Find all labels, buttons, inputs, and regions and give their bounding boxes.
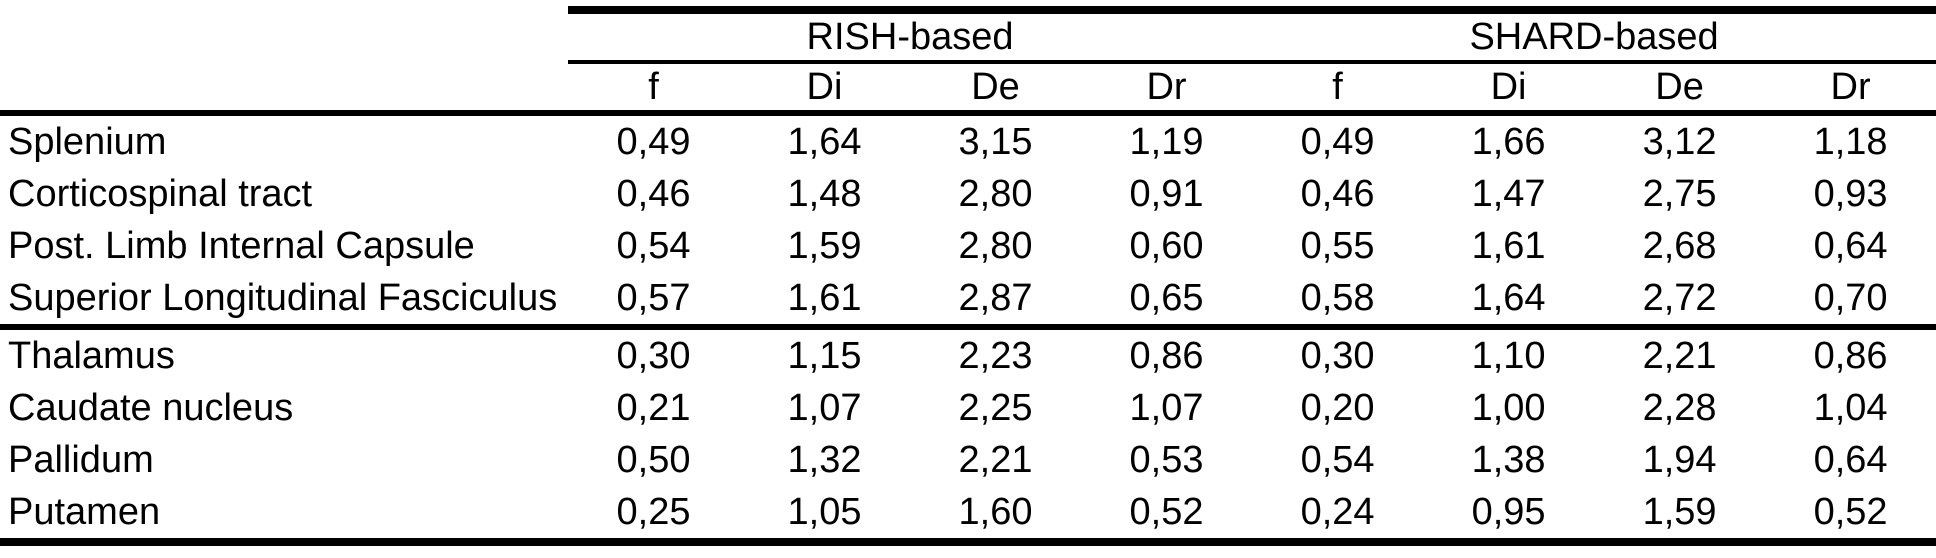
metric-value: 0,55 (1300, 225, 1375, 267)
metric-value: 1,32 (787, 439, 862, 481)
metric-value: 0,24 (1252, 486, 1424, 546)
metric-value: 2,80 (958, 173, 1033, 215)
metric-value: 0,65 (1081, 272, 1253, 330)
metric-value: 1,59 (1594, 486, 1766, 546)
metric-value: 0,20 (1300, 387, 1375, 429)
metric-value: 0,58 (1252, 272, 1424, 330)
row-label: Splenium (8, 121, 167, 163)
metric-value: 0,57 (568, 272, 739, 330)
col-header-shard-de: De (1594, 64, 1766, 116)
metric-value: 1,64 (787, 121, 862, 163)
metric-value: 1,61 (1471, 225, 1546, 267)
metric-value: 1,66 (1471, 121, 1546, 163)
metric-value: 1,60 (910, 486, 1081, 546)
metric-value: 1,10 (1471, 335, 1546, 377)
metric-value: 0,49 (1300, 121, 1375, 163)
row-label: Caudate nucleus (8, 387, 294, 429)
metric-value: 0,52 (1765, 486, 1936, 546)
metric-value: 1,94 (1642, 439, 1717, 481)
metric-value: 1,18 (1813, 121, 1888, 163)
metric-value: 1,07 (787, 387, 862, 429)
metric-value: 0,53 (1129, 439, 1204, 481)
col-header-shard-di: Di (1423, 64, 1595, 116)
corner-blank-cell (0, 6, 568, 64)
metric-value: 0,54 (616, 225, 691, 267)
metric-value: 1,61 (739, 272, 910, 330)
metric-value: 2,80 (958, 225, 1033, 267)
metric-value: 3,15 (958, 121, 1033, 163)
metric-value: 1,15 (787, 335, 862, 377)
metric-value: 2,87 (910, 272, 1081, 330)
group-header-rish: RISH-based (568, 6, 1253, 64)
metric-value: 2,68 (1642, 225, 1717, 267)
metric-value: 1,59 (787, 225, 862, 267)
metric-value: 2,23 (958, 335, 1033, 377)
metric-value: 0,60 (1129, 225, 1204, 267)
table-row-superior-longitudinal-fasciculus: Superior Longitudinal Fasciculus 0,57 1,… (0, 272, 1936, 330)
metric-value: 3,12 (1642, 121, 1717, 163)
metric-value: 0,93 (1813, 173, 1888, 215)
metric-value: 0,86 (1813, 335, 1888, 377)
row-label: Putamen (0, 486, 568, 546)
metric-value: 2,21 (958, 439, 1033, 481)
table-row-corticospinal-tract: Corticospinal tract 0,46 1,48 2,80 0,91 … (0, 168, 1936, 220)
group-header-row: RISH-based SHARD-based (0, 6, 1936, 64)
col-header-rish-di: Di (739, 64, 910, 116)
metric-value: 0,64 (1813, 439, 1888, 481)
metric-value: 1,05 (739, 486, 910, 546)
metric-value: 0,91 (1129, 173, 1204, 215)
metric-value: 1,48 (787, 173, 862, 215)
diffusion-metrics-table: RISH-based SHARD-based f Di De Dr f Di D… (0, 6, 1936, 546)
metric-value: 0,46 (1300, 173, 1375, 215)
table-row-splenium: Splenium 0,49 1,64 3,15 1,19 0,49 1,66 3… (0, 116, 1936, 168)
metric-value: 1,38 (1471, 439, 1546, 481)
metric-value: 2,25 (958, 387, 1033, 429)
metric-value: 1,04 (1813, 387, 1888, 429)
metric-value: 2,75 (1642, 173, 1717, 215)
metric-value: 0,64 (1813, 225, 1888, 267)
corner-blank-cell-2 (0, 64, 568, 116)
metric-value: 0,25 (568, 486, 739, 546)
row-label: Superior Longitudinal Fasciculus (0, 272, 568, 330)
metric-value: 0,49 (616, 121, 691, 163)
metric-value: 0,95 (1423, 486, 1595, 546)
metric-value: 2,72 (1594, 272, 1766, 330)
metric-value: 1,00 (1471, 387, 1546, 429)
metric-value: 0,46 (616, 173, 691, 215)
metric-value: 0,54 (1300, 439, 1375, 481)
col-header-shard-dr: Dr (1765, 64, 1936, 116)
table-row-putamen: Putamen 0,25 1,05 1,60 0,52 0,24 0,95 1,… (0, 486, 1936, 546)
row-label: Pallidum (8, 439, 154, 481)
column-header-row: f Di De Dr f Di De Dr (0, 64, 1936, 116)
metric-value: 2,21 (1642, 335, 1717, 377)
col-header-rish-de: De (910, 64, 1081, 116)
row-label: Thalamus (8, 335, 175, 377)
metric-value: 0,30 (616, 335, 691, 377)
col-header-rish-dr: Dr (1081, 64, 1253, 116)
metric-value: 0,52 (1081, 486, 1253, 546)
metric-value: 2,28 (1642, 387, 1717, 429)
table-row-thalamus: Thalamus 0,30 1,15 2,23 0,86 0,30 1,10 2… (0, 330, 1936, 382)
metric-value: 1,64 (1423, 272, 1595, 330)
metric-value: 1,19 (1129, 121, 1204, 163)
metric-value: 0,86 (1129, 335, 1204, 377)
metric-value: 0,21 (616, 387, 691, 429)
metric-value: 1,07 (1129, 387, 1204, 429)
col-header-shard-f: f (1252, 64, 1424, 116)
metric-value: 1,47 (1471, 173, 1546, 215)
metric-value: 0,70 (1765, 272, 1936, 330)
metric-value: 0,30 (1300, 335, 1375, 377)
group-header-shard: SHARD-based (1252, 6, 1936, 64)
table-row-pallidum: Pallidum 0,50 1,32 2,21 0,53 0,54 1,38 1… (0, 434, 1936, 486)
row-label: Post. Limb Internal Capsule (8, 225, 475, 267)
row-label: Corticospinal tract (8, 173, 313, 215)
table-row-post-limb-internal-capsule: Post. Limb Internal Capsule 0,54 1,59 2,… (0, 220, 1936, 272)
table-row-caudate-nucleus: Caudate nucleus 0,21 1,07 2,25 1,07 0,20… (0, 382, 1936, 434)
metric-value: 0,50 (616, 439, 691, 481)
col-header-rish-f: f (568, 64, 739, 116)
